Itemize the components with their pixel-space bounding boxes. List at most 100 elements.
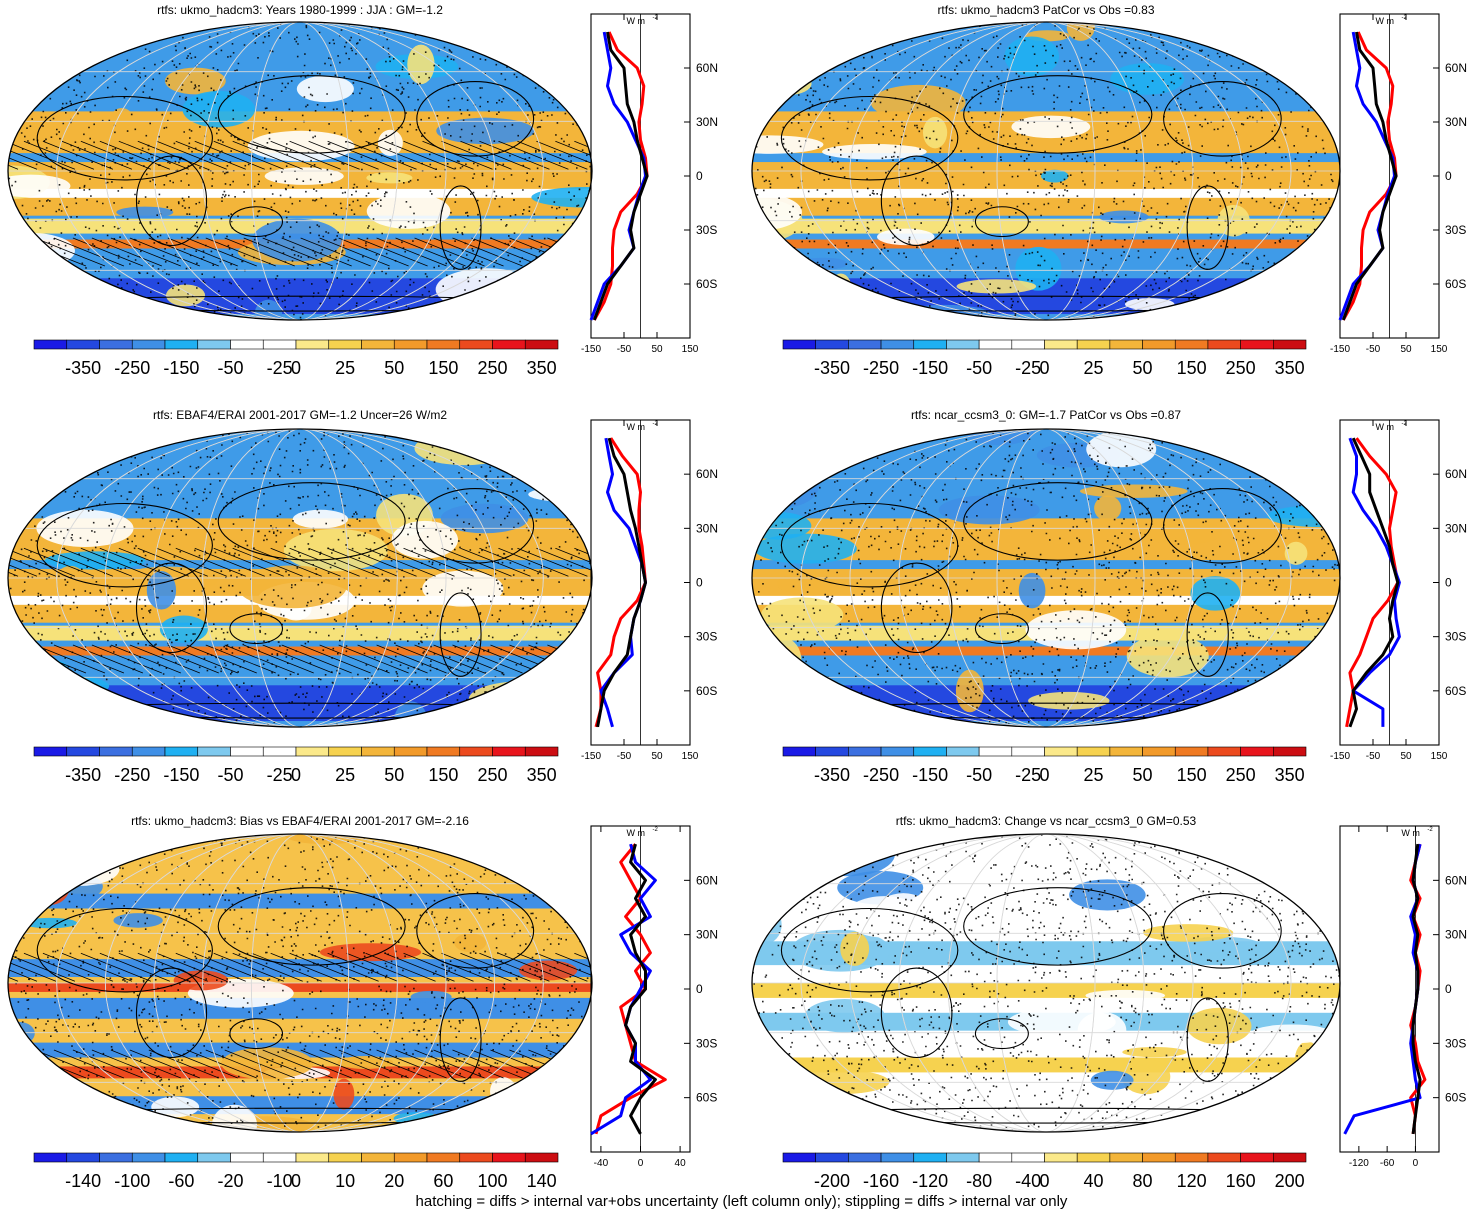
colorbar: -350 -250 -150 -50 -250 25 50 150 250 350 xyxy=(782,746,1307,785)
y-tick-label: 30N xyxy=(696,521,718,535)
map-field-patch xyxy=(431,835,512,855)
x-tick-label: -50 xyxy=(1366,751,1381,762)
zonal-series-line xyxy=(592,31,649,321)
zonal-mean-plot: -150 -50 50 150 60N 30N 0 30S 60S W m -2 xyxy=(581,419,718,762)
coastline xyxy=(880,562,953,654)
colorbar-tick-label: -25 xyxy=(1015,358,1041,378)
map-band xyxy=(8,625,592,641)
longitude-gridline xyxy=(104,834,496,1132)
colorbar-tick-label: 250 xyxy=(477,765,507,785)
map-field-patch xyxy=(877,228,935,246)
colorbar-swatch xyxy=(426,746,461,757)
map-field-patch xyxy=(1294,1041,1321,1083)
longitude-gridline xyxy=(800,22,1292,320)
map-outline xyxy=(7,833,593,1133)
map-band xyxy=(752,646,1340,656)
map-field-patch xyxy=(752,688,775,720)
map-field-patch xyxy=(1284,541,1308,565)
colorbar-swatch xyxy=(1142,1152,1176,1163)
map-field-patch xyxy=(1122,1047,1187,1058)
map-band xyxy=(752,239,1340,249)
map-field-patch xyxy=(1085,989,1166,1002)
panel-title: rtfs: ncar_ccsm3_0: GM=-1.7 PatCor vs Ob… xyxy=(911,408,1181,422)
colorbar-swatch xyxy=(99,1152,133,1163)
zonal-mean-plot: -150 -50 50 150 60N 30N 0 30S 60S W m -2 xyxy=(1330,419,1467,762)
map-field-patch xyxy=(1266,505,1340,528)
map-band xyxy=(8,1042,592,1058)
map-field-patch xyxy=(38,851,120,887)
colorbar-tick-label: 40 xyxy=(1084,1171,1104,1191)
coastline xyxy=(880,155,953,247)
unit-exponent: -2 xyxy=(1427,827,1433,833)
zonal-mean-plot: -120 -60 0 60N 30N 0 30S 60S W m -2 xyxy=(1339,825,1467,1169)
colorbar: -200 -160 -120 -80 -400 40 80 120 160 200 xyxy=(782,1152,1307,1191)
x-tick-label: 150 xyxy=(682,344,699,355)
map-field-patch xyxy=(296,75,354,103)
map-field-patch xyxy=(844,896,924,938)
colorbar-swatch xyxy=(295,339,330,350)
zonal-series-line xyxy=(594,843,667,1135)
coastline xyxy=(229,1018,284,1050)
coastline xyxy=(1163,893,1282,969)
panel-title: rtfs: ukmo_hadcm3 PatCor vs Obs =0.83 xyxy=(937,3,1154,17)
colorbar-swatch xyxy=(1076,1152,1111,1163)
map-band xyxy=(8,188,592,198)
coastline xyxy=(1186,592,1229,677)
map-field-patch xyxy=(8,1021,35,1045)
map-field-patch xyxy=(111,107,133,128)
map-field-patch xyxy=(1094,495,1122,521)
y-tick-label: 60N xyxy=(1445,467,1467,481)
map-field-patch xyxy=(1015,246,1062,291)
colorbar-tick-label: -200 xyxy=(814,1171,850,1191)
colorbar-tick-label: 250 xyxy=(477,358,507,378)
coastline xyxy=(780,95,959,181)
colorbar-tick-label: 0 xyxy=(291,358,301,378)
colorbar-swatch xyxy=(164,746,199,757)
colorbar-swatch xyxy=(524,746,559,757)
longitude-gridline xyxy=(153,834,447,1132)
map-field-patch xyxy=(151,1096,200,1118)
colorbar-tick-label: 250 xyxy=(1226,765,1256,785)
colorbar-tick-label: 150 xyxy=(1177,765,1207,785)
colorbar-swatch xyxy=(1174,339,1209,350)
map-field-patch xyxy=(159,615,208,643)
colorbar-tick-label: 350 xyxy=(1275,358,1305,378)
map-field-patch xyxy=(1308,889,1340,932)
x-tick-label: 150 xyxy=(1431,751,1448,762)
coastline xyxy=(135,562,208,654)
colorbar-swatch xyxy=(1142,746,1176,757)
zonal-mean-plot: -40 0 40 60N 30N 0 30S 60S W m -2 xyxy=(590,825,718,1169)
colorbar-swatch xyxy=(33,746,68,757)
colorbar-swatch xyxy=(524,339,559,350)
longitude-gridline xyxy=(202,429,398,727)
colorbar: -350 -250 -150 -50 -250 25 50 150 250 350 xyxy=(782,339,1307,378)
colorbar-tick-label: -80 xyxy=(966,1171,992,1191)
colorbar-swatch xyxy=(1044,746,1078,757)
colorbar-tick-label: 150 xyxy=(428,765,458,785)
longitude-gridline xyxy=(898,22,1194,320)
colorbar-tick-label: 350 xyxy=(527,358,557,378)
colorbar-swatch xyxy=(393,746,428,757)
colorbar-tick-label: -350 xyxy=(814,765,850,785)
unit-exponent: -2 xyxy=(1402,421,1408,427)
colorbar-swatch xyxy=(393,339,428,350)
map-field-patch xyxy=(1007,1007,1116,1037)
colorbar-swatch xyxy=(33,1152,68,1163)
y-tick-label: 60N xyxy=(696,467,718,481)
map-field-patch xyxy=(828,273,853,313)
colorbar-tick-label: -50 xyxy=(966,358,992,378)
panel-title: rtfs: EBAF4/ERAI 2001-2017 GM=-1.2 Uncer… xyxy=(153,408,447,422)
x-tick-label: -150 xyxy=(1330,751,1350,762)
colorbar-swatch xyxy=(880,1152,915,1163)
coastline xyxy=(217,75,406,154)
zonal-series-line xyxy=(590,843,657,1136)
map-field-patch xyxy=(410,990,452,1004)
longitude-gridline xyxy=(153,22,447,320)
map-field-patch xyxy=(519,24,592,46)
y-tick-label: 30N xyxy=(1445,928,1467,942)
unit-label: W m xyxy=(627,828,646,838)
map-field-patch xyxy=(57,565,84,588)
coastline xyxy=(974,206,1029,238)
map-field-patch xyxy=(1099,210,1149,224)
colorbar-swatch xyxy=(262,1152,297,1163)
